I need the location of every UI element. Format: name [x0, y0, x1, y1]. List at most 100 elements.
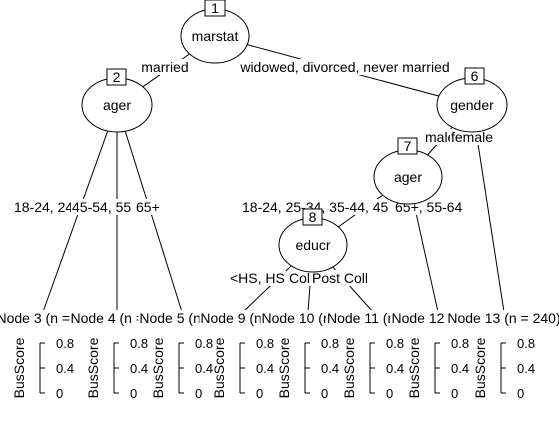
tick-label: 0.8 — [56, 336, 74, 351]
label-backing — [140, 59, 190, 75]
node-id-box — [302, 208, 323, 226]
tick-label: 0 — [517, 386, 524, 401]
label-backing — [450, 129, 495, 145]
inner-node-6: gender 6 — [436, 67, 508, 133]
label-backing — [288, 270, 315, 286]
tick-label: 0.4 — [256, 361, 274, 376]
tick-label: 0.4 — [451, 361, 469, 376]
inner-node-8: educr 8 — [278, 208, 348, 273]
tick-label: 0.4 — [386, 361, 404, 376]
node-id: 2 — [113, 69, 121, 85]
edge-label-e8_b: Coll — [288, 270, 315, 286]
inner-node-7: ager 7 — [373, 137, 443, 205]
tick-label: 0 — [56, 386, 63, 401]
tick-label: 0.8 — [386, 336, 404, 351]
node-id: 7 — [404, 138, 412, 154]
tick-label: 0.4 — [130, 361, 148, 376]
edge-label-e6_left: male — [424, 129, 457, 145]
y-axis-label: BusScore — [472, 337, 488, 398]
y-axis — [178, 342, 184, 394]
label-backing — [238, 59, 451, 75]
tick-label: 0 — [195, 386, 202, 401]
label-backing — [13, 199, 75, 215]
node-variable: marstat — [192, 28, 239, 44]
node-id: 1 — [211, 0, 219, 16]
tick-label: 0 — [256, 386, 263, 401]
terminal-node-13: Node 13 (n = 240) BusScore 0 0.4 0.8 — [446, 310, 559, 401]
edge-label-text: Post Coll — [312, 270, 368, 286]
tick-label: 0.4 — [321, 361, 339, 376]
label-backing — [229, 270, 286, 286]
edge-label-text: 18-24, 24 — [14, 199, 73, 215]
node-variable: ager — [103, 97, 131, 113]
node-id: 8 — [309, 209, 317, 225]
y-axis — [39, 342, 45, 394]
edge-label-text: widowed, divorced, never married — [239, 59, 449, 75]
tick-label: 0.4 — [195, 361, 213, 376]
y-axis-label: BusScore — [150, 337, 166, 398]
edge-label-text: male — [425, 129, 456, 145]
edge-label-e2_a: 18-24, 24 — [13, 199, 75, 215]
y-axis-label: BusScore — [11, 337, 27, 398]
label-backing — [0, 310, 91, 326]
edge-label-e1_right: widowed, divorced, never married — [238, 59, 451, 75]
tick-label: 0 — [451, 386, 458, 401]
node-variable: ager — [394, 169, 422, 185]
node-id-box — [204, 0, 226, 17]
edge-label-text: 18-24, 25-34, 35-44, 45 — [242, 199, 389, 215]
tick-label: 0 — [321, 386, 328, 401]
inner-node-1: marstat 1 — [180, 0, 250, 64]
y-axis — [500, 342, 506, 394]
node-variable: educr — [295, 237, 330, 253]
label-backing — [311, 270, 370, 286]
label-backing — [446, 310, 559, 326]
node-id-box — [106, 68, 127, 86]
tick-label: 0.8 — [517, 336, 535, 351]
tick-label: 0.8 — [321, 336, 339, 351]
edge-label-e7_a: 18-24, 25-34, 35-44, 45 — [241, 199, 390, 215]
label-backing — [135, 199, 161, 215]
edge-label-text: married — [141, 59, 188, 75]
node-variable: gender — [450, 97, 494, 113]
edge-label-e2_b: 45-54, 55 — [71, 199, 133, 215]
label-backing — [241, 199, 390, 215]
tick-label: 0.8 — [130, 336, 148, 351]
edge-labels: married widowed, divorced, never married 1… — [13, 59, 495, 286]
edge-label-text: 45-54, 55 — [72, 199, 131, 215]
terminal-node-label: Node 13 (n = 240) — [447, 310, 559, 326]
y-axis-label: BusScore — [276, 337, 292, 398]
y-axis-label: BusScore — [85, 337, 101, 398]
y-axis — [304, 342, 310, 394]
y-axis — [434, 342, 440, 394]
tick-label: 0.8 — [451, 336, 469, 351]
edge-label-text: female — [451, 129, 493, 145]
tick-label: 0 — [386, 386, 393, 401]
edge-label-e6_right: female — [450, 129, 495, 145]
y-axis-label: BusScore — [211, 337, 227, 398]
inner-node-2: ager 2 — [81, 68, 153, 133]
edge-label-text: 65+ — [136, 199, 160, 215]
tick-label: 0.8 — [195, 336, 213, 351]
y-axis — [113, 342, 119, 394]
y-axis — [239, 342, 245, 394]
edge-label-e2_c: 65+ — [135, 199, 161, 215]
terminal-node-label: Node 3 (n = 26 — [0, 310, 90, 326]
edge-label-e1_left: married — [140, 59, 190, 75]
edge-label-text: <HS, HS — [230, 270, 285, 286]
edge-label-e8_a: <HS, HS — [229, 270, 286, 286]
label-backing — [424, 129, 457, 145]
tick-label: 0 — [130, 386, 137, 401]
y-axis-label: BusScore — [406, 337, 422, 398]
tick-label: 0.8 — [256, 336, 274, 351]
tick-label: 0.4 — [517, 361, 535, 376]
inner-nodes: marstat 1 ager 2 gender 6 ager 7 educr 8 — [81, 0, 508, 273]
node-id: 6 — [471, 68, 479, 84]
label-backing — [71, 199, 133, 215]
terminal-node-3: Node 3 (n = 26 BusScore 0 0.4 0.8 — [0, 310, 91, 401]
y-axis-label: BusScore — [341, 337, 357, 398]
y-axis — [369, 342, 375, 394]
tick-label: 0.4 — [56, 361, 74, 376]
node-id-box — [397, 137, 418, 155]
